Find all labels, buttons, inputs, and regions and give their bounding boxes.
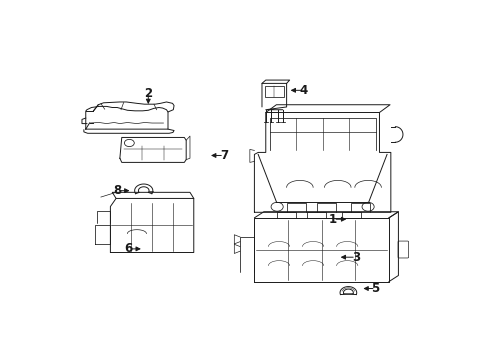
Circle shape bbox=[361, 202, 373, 211]
Text: 6: 6 bbox=[124, 242, 132, 255]
Text: 7: 7 bbox=[220, 149, 228, 162]
Text: 2: 2 bbox=[144, 87, 152, 100]
Text: 8: 8 bbox=[113, 184, 121, 197]
Bar bbox=[264, 86, 283, 97]
Text: 3: 3 bbox=[351, 251, 359, 264]
FancyBboxPatch shape bbox=[397, 241, 408, 258]
Circle shape bbox=[124, 139, 134, 147]
Circle shape bbox=[270, 202, 283, 211]
Text: 4: 4 bbox=[299, 84, 307, 97]
Text: 5: 5 bbox=[371, 282, 379, 295]
Text: 1: 1 bbox=[328, 213, 337, 226]
